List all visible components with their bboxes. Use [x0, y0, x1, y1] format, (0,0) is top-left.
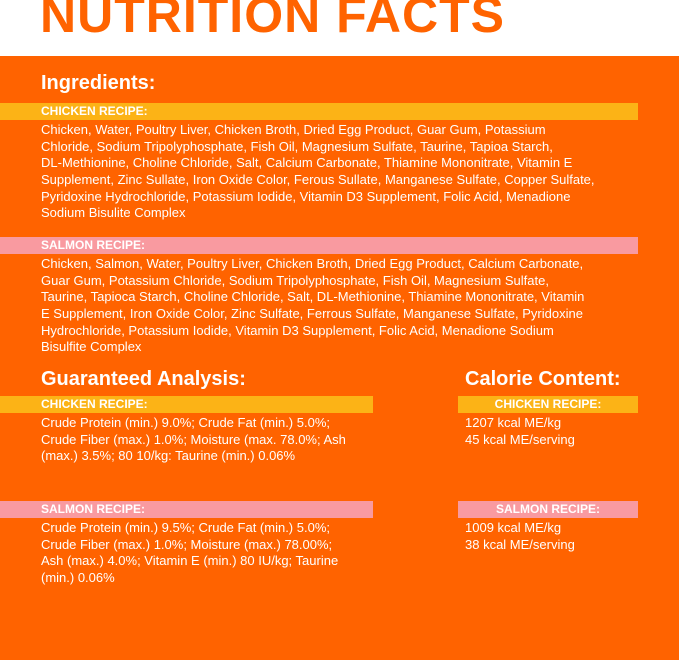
ingredients-salmon-label: SALMON RECIPE: [41, 238, 146, 252]
text-line: Crude Protein (min.) 9.0%; Crude Fat (mi… [41, 415, 330, 430]
text-line: Guar Gum, Potassium Chloride, Sodium Tri… [41, 272, 549, 288]
text-line: Taurine, Tapioca Starch, Choline Chlorid… [41, 289, 585, 305]
page-title: NUTRITION FACTS [40, 0, 505, 43]
text-line: 38 kcal ME/serving [465, 536, 575, 552]
text-line: DL-Methionine, Choline Chloride, Salt, C… [41, 155, 573, 171]
text-line: 1207 kcal ME/kg [465, 415, 562, 430]
text-line: Supplement, Zinc Sullate, Iron Oxide Col… [41, 172, 595, 188]
text-line: (max.) 3.5%; 80 10/kg: Taurine (min.) 0.… [41, 448, 296, 464]
ingredients-chicken-label: CHICKEN RECIPE: [41, 104, 148, 118]
text-line: Crude Fiber (max.) 1.0%; Moisture (max.)… [41, 536, 333, 552]
ingredients-salmon-text: Chicken, Salmon, Water, Poultry Liver, C… [41, 256, 584, 356]
calories-chicken-bar: CHICKEN RECIPE: [458, 396, 638, 413]
ingredients-salmon-bar: SALMON RECIPE: [0, 237, 638, 254]
text-line: (min.) 0.06% [41, 570, 115, 586]
text-line: Chicken, Salmon, Water, Poultry Liver, C… [41, 256, 584, 271]
ingredients-chicken-bar: CHICKEN RECIPE: [0, 103, 638, 120]
analysis-chicken-bar: CHICKEN RECIPE: [0, 396, 373, 413]
text-line: Chloride, Sodium Tripolyphosphate, Fish … [41, 138, 553, 154]
text-line: Crude Fiber (max.) 1.0%; Moisture (max. … [41, 431, 346, 447]
analysis-salmon-text: Crude Protein (min.) 9.5%; Crude Fat (mi… [41, 520, 338, 587]
text-line: Pyridoxine Hydrochloride, Potassium Iodi… [41, 188, 571, 204]
text-line: 1009 kcal ME/kg [465, 520, 562, 535]
calories-salmon-label: SALMON RECIPE: [495, 502, 600, 516]
text-line: Chicken, Water, Poultry Liver, Chicken B… [41, 122, 546, 137]
analysis-heading: Guaranteed Analysis: [41, 368, 246, 390]
text-line: Crude Protein (min.) 9.5%; Crude Fat (mi… [41, 520, 330, 535]
calories-chicken-text: 1207 kcal ME/kg 45 kcal ME/serving [465, 415, 575, 448]
analysis-salmon-label: SALMON RECIPE: [41, 502, 146, 516]
calories-heading: Calorie Content: [465, 368, 621, 390]
text-line: Sodium Bisulite Complex [41, 205, 186, 221]
text-line: Bisulfite Complex [41, 339, 142, 355]
header-band: NUTRITION FACTS [0, 0, 679, 56]
calories-chicken-label: CHICKEN RECIPE: [494, 397, 602, 411]
text-line: 45 kcal ME/serving [465, 431, 575, 447]
text-line: E Supplement, Iron Oxide Color, Zinc Sul… [41, 306, 583, 322]
analysis-chicken-text: Crude Protein (min.) 9.0%; Crude Fat (mi… [41, 415, 346, 465]
text-line: Ash (max.) 4.0%; Vitamin E (min.) 80 IU/… [41, 553, 339, 569]
ingredients-heading: Ingredients: [41, 72, 156, 94]
calories-salmon-bar: SALMON RECIPE: [458, 501, 638, 518]
ingredients-chicken-text: Chicken, Water, Poultry Liver, Chicken B… [41, 122, 595, 222]
analysis-salmon-bar: SALMON RECIPE: [0, 501, 373, 518]
calories-salmon-text: 1009 kcal ME/kg 38 kcal ME/serving [465, 520, 575, 553]
analysis-chicken-label: CHICKEN RECIPE: [41, 397, 148, 411]
text-line: Hydrochloride, Potassium Iodide, Vitamin… [41, 322, 554, 338]
